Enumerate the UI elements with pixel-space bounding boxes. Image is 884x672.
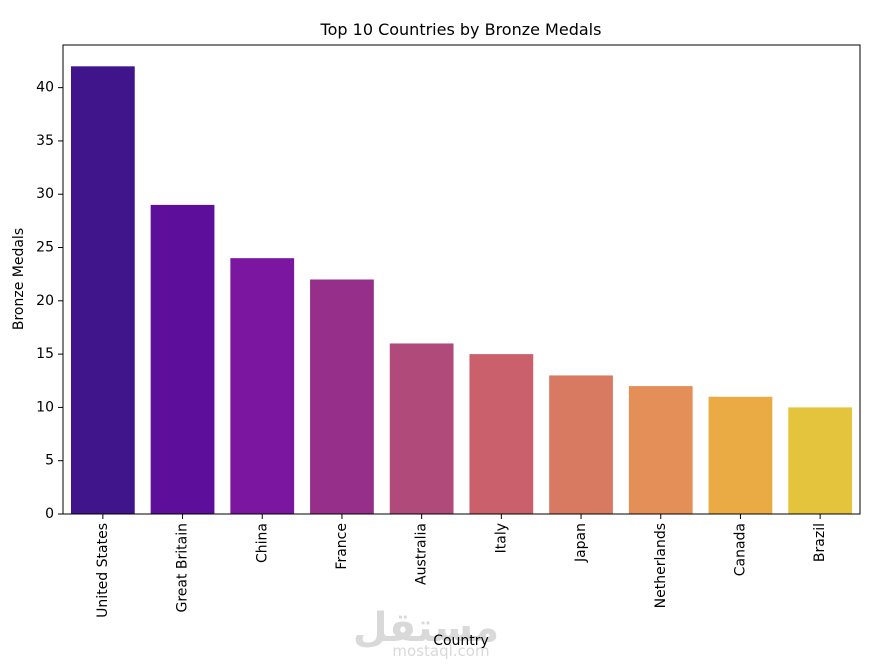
bar-italy <box>469 354 534 514</box>
x-tick-label: France <box>334 523 350 570</box>
plot-area-frame <box>62 44 861 515</box>
x-tick-label: Great Britain <box>175 523 191 613</box>
watermark: مستقل mostaql.com <box>353 605 499 660</box>
watermark-url-text: mostaql.com <box>392 642 489 660</box>
x-tick-label: Italy <box>493 523 509 553</box>
y-tick-label: 35 <box>36 133 54 149</box>
bar-brazil <box>788 407 853 514</box>
x-tick-label: Japan <box>573 523 589 563</box>
chart-title: Top 10 Countries by Bronze Medals <box>320 20 602 39</box>
y-tick-label: 25 <box>36 240 54 256</box>
x-tick-label: Netherlands <box>653 523 669 608</box>
x-axis-label: Country <box>433 633 489 649</box>
x-tick-label: Brazil <box>812 523 828 562</box>
y-tick-label: 5 <box>45 453 54 469</box>
bar-united-states <box>70 66 135 515</box>
y-tick-label: 15 <box>36 346 54 362</box>
bar-china <box>230 258 295 514</box>
x-tick-label: Canada <box>732 523 748 576</box>
bars-group <box>70 66 853 515</box>
x-tick-label: United States <box>95 523 111 618</box>
y-tick-label: 20 <box>36 293 54 309</box>
x-tick-label: China <box>254 523 270 563</box>
bar-france <box>310 279 374 514</box>
y-tick-label: 40 <box>36 80 54 96</box>
bar-canada <box>708 396 773 514</box>
y-axis-ticks: 0 5 10 15 20 25 30 35 40 <box>36 80 63 522</box>
bar-great-britain <box>150 204 215 515</box>
y-tick-label: 10 <box>36 399 54 415</box>
watermark-logo-text: مستقل <box>353 605 499 651</box>
bar-japan <box>549 375 613 514</box>
bar-australia <box>389 343 454 514</box>
y-tick-label: 0 <box>45 506 54 522</box>
y-axis-label: Bronze Medals <box>11 228 27 330</box>
x-axis-ticks: United States Great Britain China France Aus… <box>95 514 828 618</box>
x-tick-label: Australia <box>414 523 430 585</box>
bar-netherlands <box>628 386 693 514</box>
y-tick-label: 30 <box>36 186 54 202</box>
